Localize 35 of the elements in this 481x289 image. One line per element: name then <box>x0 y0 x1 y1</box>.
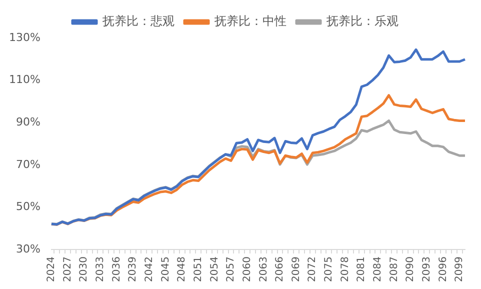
legend-label: 抚养比：悲观 <box>102 14 174 28</box>
x-tick-label: 2036 <box>111 256 122 282</box>
x-tick-label: 2099 <box>454 256 466 282</box>
x-tick-label: 2096 <box>438 256 449 282</box>
x-tick-label: 2039 <box>128 256 139 282</box>
x-tick-label: 2075 <box>324 256 335 282</box>
y-tick-label: 110% <box>8 73 40 86</box>
x-tick-label: 2090 <box>405 256 416 282</box>
legend-label: 抚养比：中性 <box>214 14 286 28</box>
x-tick-label: 2087 <box>388 256 400 282</box>
x-tick-label: 2048 <box>176 256 188 282</box>
x-tick-label: 2084 <box>372 256 384 282</box>
x-tick-label: 2078 <box>340 256 351 282</box>
x-tick-label: 2045 <box>160 256 172 282</box>
x-tick-label: 2066 <box>274 256 286 282</box>
x-tick-label: 2093 <box>422 256 433 282</box>
x-tick-label: 2024 <box>46 256 58 282</box>
y-tick-label: 50% <box>16 200 40 214</box>
x-tick-label: 2069 <box>290 256 302 282</box>
x-tick-label: 2033 <box>95 256 106 282</box>
x-tick-label: 2063 <box>258 256 270 282</box>
x-tick-label: 2081 <box>356 256 368 282</box>
x-tick-label: 2042 <box>144 256 155 282</box>
x-tick-label: 2060 <box>242 256 253 282</box>
y-tick-label: 30% <box>16 242 40 256</box>
y-tick-label: 70% <box>16 158 40 171</box>
x-tick-label: 2030 <box>78 256 90 282</box>
x-tick-label: 2072 <box>307 256 318 282</box>
x-tick-label: 2057 <box>226 256 237 282</box>
y-tick-label: 90% <box>16 115 40 128</box>
x-tick-label: 2027 <box>62 256 74 282</box>
x-tick-label: 2051 <box>192 256 204 282</box>
y-tick-label: 130% <box>8 30 40 44</box>
x-tick-label: 2054 <box>209 256 220 282</box>
legend-label: 抚养比：乐观 <box>326 14 398 28</box>
